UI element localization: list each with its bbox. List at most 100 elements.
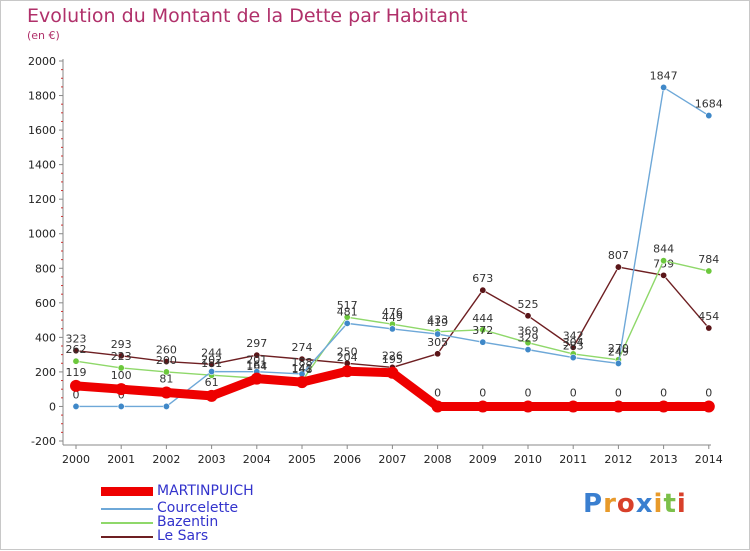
data-label-courcelette: 202 (201, 354, 222, 367)
data-label-bazentin: 148 (292, 363, 313, 376)
data-point-bazentin (72, 357, 80, 365)
data-label-bazentin: 844 (653, 243, 674, 256)
data-point-courcelette (524, 346, 532, 354)
data-label-bazentin: 433 (427, 314, 448, 327)
y-tick-label: 1200 (28, 193, 56, 206)
logo-letter: P (583, 489, 604, 519)
data-label-le-sars: 244 (201, 346, 222, 359)
data-point-martinpuich (250, 372, 263, 385)
data-point-courcelette (479, 338, 487, 346)
data-point-le-sars (614, 263, 622, 271)
data-label-courcelette: 419 (427, 316, 448, 329)
data-point-le-sars (208, 360, 216, 368)
data-point-le-sars (524, 312, 532, 320)
logo-letter: i (676, 489, 687, 519)
data-point-martinpuich (702, 400, 715, 413)
proxiti-logo: Proxiti (583, 489, 687, 519)
data-point-courcelette (569, 354, 577, 362)
legend-swatch-bazentin (101, 522, 153, 524)
data-point-le-sars (162, 358, 170, 366)
data-label-bazentin: 270 (608, 342, 629, 355)
data-label-bazentin: 164 (246, 360, 267, 373)
y-tick-label: 1400 (28, 159, 56, 172)
data-label-martinpuich: 0 (615, 386, 622, 399)
data-point-le-sars (705, 324, 713, 332)
data-point-martinpuich (341, 365, 354, 378)
data-point-bazentin (705, 267, 713, 275)
data-label-bazentin: 784 (698, 253, 719, 266)
data-label-martinpuich: 100 (111, 369, 132, 382)
legend-label-courcelette: Courcelette (157, 500, 239, 516)
logo-letter: t (663, 489, 677, 519)
data-point-le-sars (72, 347, 80, 355)
data-label-courcelette: 283 (563, 340, 584, 353)
legend-label-bazentin: Bazentin (157, 514, 219, 530)
legend-swatch-courcelette (101, 508, 153, 510)
logo-letter: r (603, 489, 617, 519)
chart-subtitle: (en €) (27, 29, 60, 42)
logo-letter: o (616, 489, 636, 519)
data-label-martinpuich: 204 (337, 351, 358, 364)
data-label-le-sars: 226 (382, 349, 403, 362)
chart-title: Evolution du Montant de la Dette par Hab… (27, 5, 468, 27)
data-label-martinpuich: 119 (66, 366, 87, 379)
data-label-bazentin: 304 (563, 336, 584, 349)
data-point-courcelette (614, 359, 622, 367)
legend-item-bazentin: Bazentin (101, 514, 361, 530)
data-point-courcelette (208, 368, 216, 376)
logo-letter: i (653, 489, 664, 519)
data-label-courcelette: 329 (518, 332, 539, 345)
x-tick-label: 2009 (469, 453, 497, 466)
data-point-bazentin (660, 257, 668, 265)
data-point-courcelette (162, 402, 170, 410)
data-label-courcelette: 1847 (650, 69, 678, 82)
legend-label-le-sars: Le Sars (157, 528, 209, 544)
legend-item-martinpuich: MARTINPUICH (101, 483, 361, 499)
x-tick-label: 2005 (288, 453, 316, 466)
data-point-courcelette (343, 319, 351, 327)
data-point-le-sars (479, 286, 487, 294)
data-label-bazentin: 200 (156, 354, 177, 367)
x-tick-label: 2003 (198, 453, 226, 466)
data-label-courcelette: 449 (382, 311, 403, 324)
data-point-le-sars (298, 355, 306, 363)
data-label-martinpuich: 0 (434, 386, 441, 399)
x-tick-label: 2011 (559, 453, 587, 466)
data-point-courcelette (72, 402, 80, 410)
data-label-le-sars: 297 (246, 337, 267, 350)
y-tick-label: 1000 (28, 228, 56, 241)
data-label-le-sars: 250 (337, 345, 358, 358)
data-point-martinpuich (657, 400, 670, 413)
data-label-martinpuich: 0 (705, 386, 712, 399)
x-tick-label: 2013 (650, 453, 678, 466)
logo-letter: x (635, 489, 654, 519)
x-tick-label: 2002 (152, 453, 180, 466)
data-label-courcelette: 188 (292, 356, 313, 369)
data-point-bazentin (162, 368, 170, 376)
legend-swatch-martinpuich (101, 487, 153, 496)
y-tick-label: 1600 (28, 124, 56, 137)
data-point-le-sars (253, 351, 261, 359)
data-point-martinpuich (115, 383, 128, 396)
data-point-martinpuich (431, 400, 444, 413)
x-tick-label: 2004 (243, 453, 271, 466)
y-tick-label: 200 (35, 366, 56, 379)
y-tick-label: -200 (31, 435, 56, 448)
data-point-martinpuich (70, 379, 82, 392)
data-label-martinpuich: 161 (246, 359, 267, 372)
data-label-courcelette: 249 (608, 345, 629, 358)
data-point-le-sars (117, 352, 125, 360)
x-tick-label: 2012 (604, 453, 632, 466)
legend-item-le-sars: Le Sars (101, 528, 361, 544)
data-label-courcelette: 372 (472, 324, 493, 337)
data-label-courcelette: 481 (337, 305, 358, 318)
data-label-bazentin: 181 (201, 357, 222, 370)
x-tick-label: 2001 (107, 453, 135, 466)
y-tick-label: 600 (35, 297, 56, 310)
data-label-martinpuich: 141 (292, 362, 313, 375)
x-tick-label: 2000 (62, 453, 90, 466)
x-tick-label: 2006 (333, 453, 361, 466)
y-tick-label: 1800 (28, 90, 56, 103)
data-point-bazentin (524, 339, 532, 347)
